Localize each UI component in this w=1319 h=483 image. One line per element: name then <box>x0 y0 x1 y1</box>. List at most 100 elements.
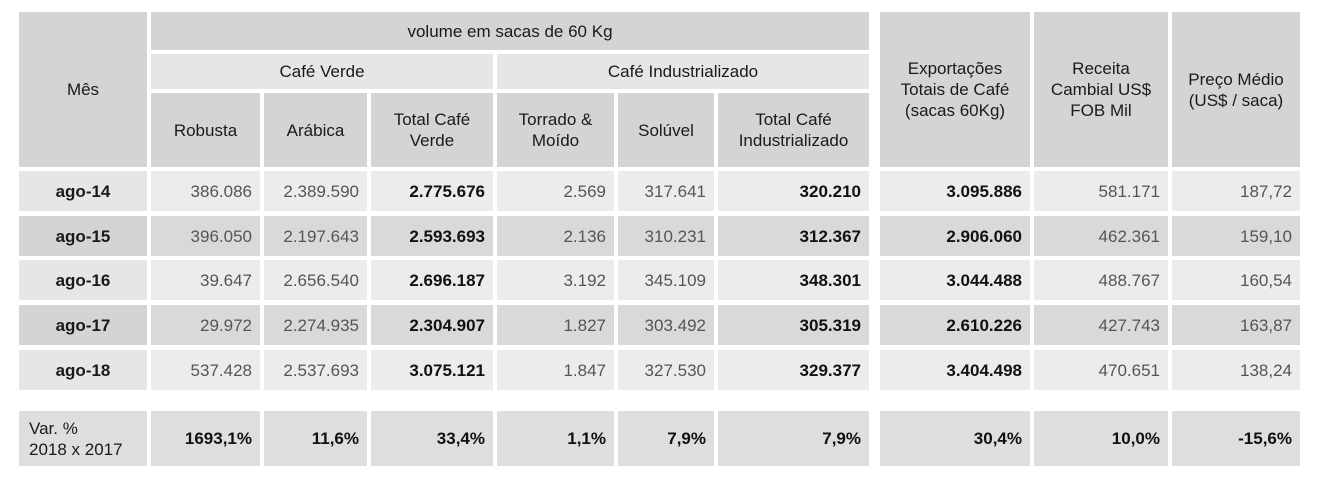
table-cell-exportacoes: 3.404.498 <box>880 350 1030 390</box>
cell-value-robusta: 39.647 <box>200 270 252 290</box>
variation-cell-preco: -15,6% <box>1172 411 1300 466</box>
header-volume: volume em sacas de 60 Kg <box>151 12 869 50</box>
table-cell-total_ind: 312.367 <box>718 216 869 256</box>
table-cell-robusta: 39.647 <box>151 260 260 300</box>
cell-value-arabica: 2.389.590 <box>283 181 359 201</box>
table-cell-exportacoes: 3.044.488 <box>880 260 1030 300</box>
table-cell-mes: ago-14 <box>19 171 147 211</box>
cell-value-preco: 163,87 <box>1240 315 1292 335</box>
table-cell-soluvel: 345.109 <box>618 260 714 300</box>
header-torrado: Torrado & Moído <box>497 93 614 167</box>
variation-cell-arabica: 11,6% <box>264 411 367 466</box>
cell-value-exportacoes: 2.906.060 <box>946 226 1022 246</box>
table-cell-total_verde: 2.304.907 <box>371 305 493 345</box>
header-cafe-industrializado-text: Café Industrializado <box>607 62 759 81</box>
table-cell-total_ind: 305.319 <box>718 305 869 345</box>
header-cafe-verde-text: Café Verde <box>279 62 365 81</box>
table-cell-arabica: 2.197.643 <box>264 216 367 256</box>
table-cell-torrado: 1.827 <box>497 305 614 345</box>
header-preco-text: Preço Médio (US$ / saca) <box>1188 69 1284 110</box>
table-cell-preco: 159,10 <box>1172 216 1300 256</box>
cell-value-arabica: 2.274.935 <box>283 315 359 335</box>
cell-value-arabica: 2.656.540 <box>283 270 359 290</box>
cell-value-arabica: 2.537.693 <box>283 360 359 380</box>
cell-value-receita: 462.361 <box>1098 226 1160 246</box>
table-cell-robusta: 537.428 <box>151 350 260 390</box>
header-soluvel-text: Solúvel <box>638 120 694 140</box>
cell-value-robusta: 29.972 <box>200 315 252 335</box>
cell-value-torrado: 3.192 <box>563 270 606 290</box>
table-cell-total_ind: 329.377 <box>718 350 869 390</box>
cell-value-mes: ago-14 <box>55 181 111 201</box>
variation-label-line2: 2018 x 2017 <box>29 439 123 459</box>
table-cell-robusta: 386.086 <box>151 171 260 211</box>
cell-value-exportacoes: 3.095.886 <box>946 181 1022 201</box>
variation-cell-soluvel: 7,9% <box>618 411 714 466</box>
header-cafe-verde: Café Verde <box>151 54 493 89</box>
cell-value-mes: ago-16 <box>55 270 111 290</box>
variation-value-total_ind: 7,9% <box>822 429 861 448</box>
cell-value-receita: 427.743 <box>1098 315 1160 335</box>
cell-value-preco: 138,24 <box>1240 360 1292 380</box>
table-cell-torrado: 1.847 <box>497 350 614 390</box>
table-cell-mes: ago-18 <box>19 350 147 390</box>
cell-value-soluvel: 303.492 <box>644 315 706 335</box>
table-cell-preco: 138,24 <box>1172 350 1300 390</box>
table-cell-arabica: 2.656.540 <box>264 260 367 300</box>
table-cell-mes: ago-15 <box>19 216 147 256</box>
cell-value-torrado: 1.847 <box>563 360 606 380</box>
header-exportacoes-text: Exportações Totais de Café (sacas 60Kg) <box>900 59 1010 120</box>
table-cell-exportacoes: 2.610.226 <box>880 305 1030 345</box>
table-cell-receita: 488.767 <box>1034 260 1168 300</box>
header-total-ind-text: Total Café Industrializado <box>738 110 849 150</box>
variation-cell-receita: 10,0% <box>1034 411 1168 466</box>
header-torrado-text: Torrado & Moído <box>518 110 593 150</box>
table-cell-total_verde: 2.696.187 <box>371 260 493 300</box>
cell-value-total_ind: 312.367 <box>799 226 861 246</box>
header-mes: Mês <box>19 12 147 167</box>
cell-value-total_ind: 320.210 <box>799 181 861 201</box>
cell-value-receita: 488.767 <box>1098 270 1160 290</box>
table-cell-soluvel: 327.530 <box>618 350 714 390</box>
table-cell-total_ind: 348.301 <box>718 260 869 300</box>
cell-value-preco: 160,54 <box>1240 270 1292 290</box>
cell-value-robusta: 537.428 <box>190 360 252 380</box>
table-cell-robusta: 396.050 <box>151 216 260 256</box>
variation-cell-torrado: 1,1% <box>497 411 614 466</box>
cell-value-total_ind: 329.377 <box>799 360 861 380</box>
cell-value-soluvel: 327.530 <box>644 360 706 380</box>
cell-value-preco: 187,72 <box>1240 181 1292 201</box>
table-cell-torrado: 3.192 <box>497 260 614 300</box>
cell-value-arabica: 2.197.643 <box>283 226 359 246</box>
cell-value-total_verde: 2.775.676 <box>409 181 485 201</box>
table-cell-receita: 581.171 <box>1034 171 1168 211</box>
table-cell-mes: ago-17 <box>19 305 147 345</box>
table-cell-total_verde: 2.593.693 <box>371 216 493 256</box>
table-cell-soluvel: 310.231 <box>618 216 714 256</box>
table-cell-receita: 462.361 <box>1034 216 1168 256</box>
table-cell-total_verde: 2.775.676 <box>371 171 493 211</box>
table-cell-preco: 163,87 <box>1172 305 1300 345</box>
header-mes-text: Mês <box>66 80 100 99</box>
variation-cell-total_verde: 33,4% <box>371 411 493 466</box>
header-cafe-industrializado: Café Industrializado <box>497 54 869 89</box>
table-cell-preco: 187,72 <box>1172 171 1300 211</box>
cell-value-total_verde: 2.593.693 <box>409 226 485 246</box>
table-cell-soluvel: 303.492 <box>618 305 714 345</box>
variation-value-robusta: 1693,1% <box>184 429 252 448</box>
table-cell-torrado: 2.136 <box>497 216 614 256</box>
cell-value-mes: ago-18 <box>55 360 111 380</box>
header-soluvel: Solúvel <box>618 93 714 167</box>
cell-value-soluvel: 345.109 <box>644 270 706 290</box>
variation-value-soluvel: 7,9% <box>667 429 706 448</box>
table-cell-robusta: 29.972 <box>151 305 260 345</box>
table-cell-receita: 470.651 <box>1034 350 1168 390</box>
table-cell-exportacoes: 3.095.886 <box>880 171 1030 211</box>
cell-value-receita: 581.171 <box>1098 181 1160 201</box>
cell-value-exportacoes: 2.610.226 <box>946 315 1022 335</box>
variation-value-exportacoes: 30,4% <box>973 429 1022 448</box>
variation-value-torrado: 1,1% <box>567 429 606 448</box>
table-cell-soluvel: 317.641 <box>618 171 714 211</box>
variation-value-preco: -15,6% <box>1238 429 1292 448</box>
cell-value-robusta: 396.050 <box>190 226 252 246</box>
